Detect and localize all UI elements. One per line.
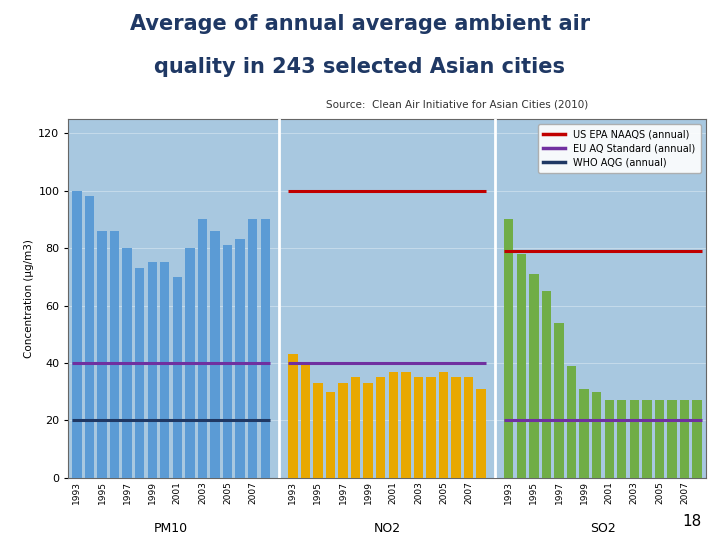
Bar bbox=[451, 377, 461, 478]
Bar bbox=[122, 248, 132, 478]
Bar bbox=[135, 268, 145, 478]
Bar bbox=[517, 254, 526, 478]
Text: quality in 243 selected Asian cities: quality in 243 selected Asian cities bbox=[155, 57, 565, 77]
Bar bbox=[338, 383, 348, 478]
Text: NO2: NO2 bbox=[374, 522, 400, 535]
Bar bbox=[592, 392, 601, 478]
Bar bbox=[222, 245, 233, 478]
Bar bbox=[261, 219, 270, 478]
Bar bbox=[464, 377, 473, 478]
Bar bbox=[667, 400, 677, 478]
Bar bbox=[554, 323, 564, 478]
Bar bbox=[301, 363, 310, 478]
Text: 18: 18 bbox=[683, 514, 702, 529]
Bar bbox=[680, 400, 689, 478]
Bar bbox=[148, 262, 157, 478]
Bar bbox=[629, 400, 639, 478]
Bar bbox=[110, 231, 120, 478]
Text: Source:  Clean Air Initiative for Asian Cities (2010): Source: Clean Air Initiative for Asian C… bbox=[326, 100, 588, 110]
Bar bbox=[654, 400, 664, 478]
Bar bbox=[72, 191, 81, 478]
Bar bbox=[414, 377, 423, 478]
Bar bbox=[605, 400, 614, 478]
Bar bbox=[389, 372, 398, 478]
Bar bbox=[325, 392, 336, 478]
Bar bbox=[198, 219, 207, 478]
Bar bbox=[376, 377, 385, 478]
Bar bbox=[580, 389, 589, 478]
Y-axis label: Concentration (μg/m3): Concentration (μg/m3) bbox=[24, 239, 34, 358]
Bar bbox=[642, 400, 652, 478]
Bar bbox=[210, 231, 220, 478]
Bar bbox=[693, 400, 702, 478]
Bar bbox=[401, 372, 410, 478]
Legend: US EPA NAAQS (annual), EU AQ Standard (annual), WHO AQG (annual): US EPA NAAQS (annual), EU AQ Standard (a… bbox=[538, 124, 701, 173]
Bar bbox=[185, 248, 194, 478]
Bar bbox=[248, 219, 257, 478]
Bar bbox=[438, 372, 449, 478]
Bar bbox=[97, 231, 107, 478]
Bar bbox=[426, 377, 436, 478]
Bar bbox=[541, 291, 552, 478]
Bar bbox=[160, 262, 169, 478]
Bar bbox=[617, 400, 626, 478]
Bar bbox=[504, 219, 513, 478]
Bar bbox=[364, 383, 373, 478]
Bar bbox=[288, 354, 297, 478]
Text: Average of annual average ambient air: Average of annual average ambient air bbox=[130, 14, 590, 33]
Bar bbox=[567, 366, 576, 478]
Bar bbox=[173, 277, 182, 478]
Bar bbox=[313, 383, 323, 478]
Bar bbox=[235, 239, 245, 478]
Bar bbox=[85, 197, 94, 478]
Bar bbox=[477, 389, 486, 478]
Text: PM10: PM10 bbox=[154, 522, 188, 535]
Bar bbox=[351, 377, 360, 478]
Text: SO2: SO2 bbox=[590, 522, 616, 535]
Bar bbox=[529, 274, 539, 478]
